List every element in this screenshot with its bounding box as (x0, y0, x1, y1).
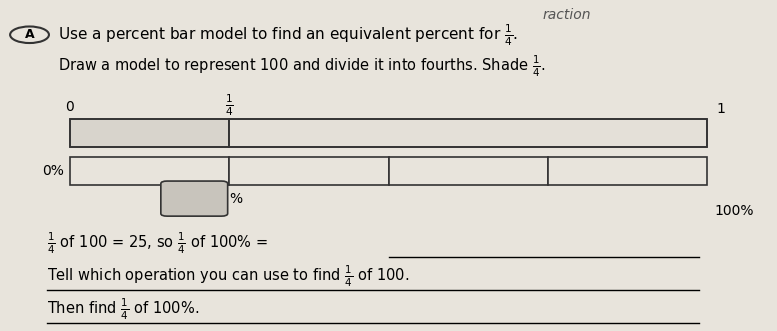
Bar (229, 157, 388, 185)
Text: Then find $\frac{1}{4}$ of 100%.: Then find $\frac{1}{4}$ of 100%. (47, 297, 199, 322)
Text: Use a percent bar model to find an equivalent percent for $\frac{1}{4}$.: Use a percent bar model to find an equiv… (58, 22, 518, 48)
Bar (70, 119, 229, 147)
Text: A: A (25, 28, 34, 41)
Text: 0%: 0% (42, 164, 64, 178)
Text: raction: raction (543, 8, 591, 22)
Bar (70, 119, 707, 147)
Text: %: % (229, 192, 242, 206)
Bar (548, 157, 707, 185)
Text: Tell which operation you can use to find $\frac{1}{4}$ of 100.: Tell which operation you can use to find… (47, 264, 409, 289)
Text: 100%: 100% (715, 204, 754, 217)
Text: $\frac{1}{4}$ of 100 = 25, so $\frac{1}{4}$ of 100% =: $\frac{1}{4}$ of 100 = 25, so $\frac{1}{… (47, 231, 270, 256)
Bar (70, 157, 229, 185)
Text: Draw a model to represent 100 and divide it into fourths. Shade $\frac{1}{4}$.: Draw a model to represent 100 and divide… (58, 54, 546, 79)
Text: $\frac{1}{4}$: $\frac{1}{4}$ (225, 92, 234, 118)
Text: 1: 1 (716, 102, 725, 116)
Bar (388, 157, 548, 185)
Text: 0: 0 (65, 100, 75, 114)
Circle shape (10, 26, 49, 43)
Bar (229, 119, 707, 147)
FancyBboxPatch shape (161, 181, 228, 216)
